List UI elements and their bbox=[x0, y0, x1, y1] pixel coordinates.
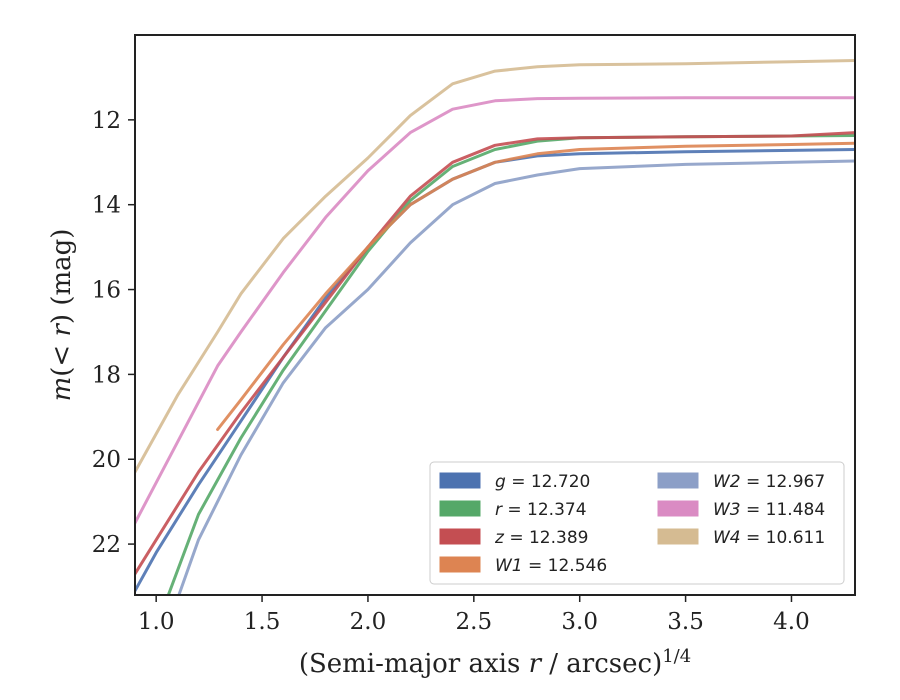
legend-label-g: g = 12.720 bbox=[495, 472, 590, 492]
legend-label-w1: W1 = 12.546 bbox=[495, 556, 607, 576]
legend-swatch-w1 bbox=[439, 556, 481, 573]
series-line-w1 bbox=[216, 141, 855, 431]
legend-swatch-w2 bbox=[657, 472, 699, 489]
legend-swatch-z bbox=[439, 528, 481, 545]
x-tick-label: 4.0 bbox=[773, 609, 810, 635]
x-tick-label: 1.5 bbox=[244, 609, 281, 635]
legend-swatch-w3 bbox=[657, 500, 699, 517]
y-axis: 12 14 16 18 20 22 bbox=[92, 108, 135, 558]
series-line-z bbox=[135, 131, 855, 576]
y-tick-label: 16 bbox=[92, 278, 121, 304]
legend-label-z: z = 12.389 bbox=[494, 528, 588, 548]
x-tick-label: 1.0 bbox=[138, 609, 175, 635]
legend-label-r: r = 12.374 bbox=[495, 500, 587, 520]
legend-label-w2: W2 = 12.967 bbox=[713, 472, 825, 492]
series-line-w4 bbox=[135, 59, 855, 474]
y-tick-label: 18 bbox=[92, 362, 121, 388]
y-tick-label: 22 bbox=[92, 532, 121, 558]
legend-swatch-g bbox=[439, 472, 481, 489]
legend-label-w4: W4 = 10.611 bbox=[713, 528, 825, 548]
series-lines bbox=[135, 59, 855, 595]
plot-area-frame bbox=[134, 34, 856, 596]
y-tick-label: 12 bbox=[92, 108, 121, 134]
x-tick-label: 3.0 bbox=[561, 609, 598, 635]
legend-box bbox=[429, 461, 845, 585]
x-tick-label: 2.0 bbox=[350, 609, 387, 635]
x-axis: 1.0 1.5 2.0 2.5 3.0 3.5 4.0 bbox=[138, 595, 810, 635]
x-tick-label: 2.5 bbox=[456, 609, 493, 635]
legend-swatch-r bbox=[439, 500, 481, 517]
legend-label-w3: W3 = 11.484 bbox=[713, 500, 825, 520]
y-tick-label: 20 bbox=[92, 447, 121, 473]
y-axis-label: m(< r) (mag) bbox=[47, 229, 77, 402]
series-line-w3 bbox=[135, 96, 855, 525]
y-tick-label: 14 bbox=[92, 193, 121, 219]
x-tick-label: 3.5 bbox=[667, 609, 704, 635]
x-axis-label: (Semi-major axis r / arcsec)1/4 bbox=[299, 646, 691, 680]
legend-swatch-w4 bbox=[657, 528, 699, 545]
legend: g = 12.720 r = 12.374 z = 12.389 W1 = 12.54… bbox=[429, 461, 845, 585]
series-line-w2 bbox=[177, 159, 855, 595]
